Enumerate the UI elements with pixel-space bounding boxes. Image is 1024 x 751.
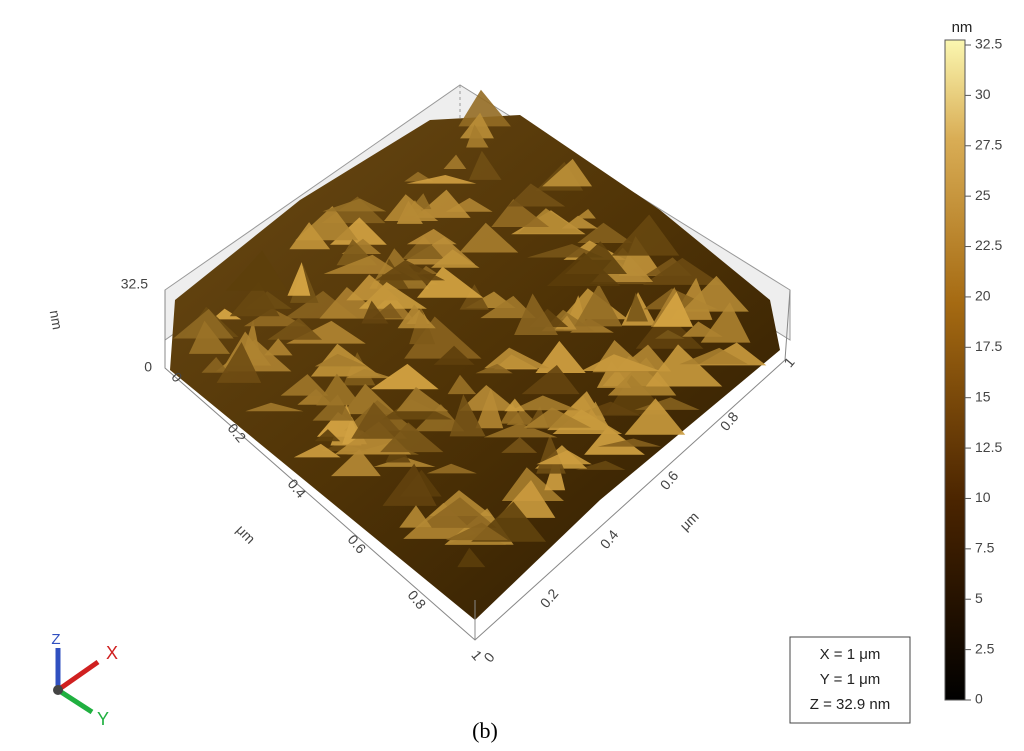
colorbar-tick-label: 25 — [975, 187, 991, 203]
colorbar-tick-label: 20 — [975, 288, 991, 304]
colorbar-unit: nm — [952, 19, 973, 36]
y-tick-label: 0.6 — [657, 467, 682, 492]
colorbar-tick-label: 12.5 — [975, 439, 1002, 455]
z-tick-label: 0 — [144, 359, 152, 375]
colorbar-tick-label: 27.5 — [975, 136, 1002, 152]
colorbar-tick-label: 0 — [975, 691, 983, 707]
colorbar-tick-label: 17.5 — [975, 338, 1002, 354]
z-tick-label: 32.5 — [121, 276, 148, 292]
x-tick-label: 0.8 — [405, 587, 430, 612]
colorbar-tick-label: 2.5 — [975, 640, 995, 656]
colorbar-tick-label: 5 — [975, 590, 983, 606]
colorbar-tick-label: 22.5 — [975, 237, 1002, 253]
y-tick-label: 0.8 — [717, 408, 742, 433]
colorbar-tick-label: 32.5 — [975, 36, 1002, 52]
orientation-z: Z — [51, 631, 60, 648]
x-axis-unit: μm — [233, 521, 258, 546]
y-tick-label: 0 — [480, 649, 497, 665]
info-line: Y = 1 μm — [820, 671, 880, 688]
orientation-y: Y — [97, 709, 109, 729]
y-axis-unit: μm — [676, 508, 701, 533]
orientation-x: X — [106, 643, 118, 663]
y-tick-label: 0.2 — [537, 585, 562, 610]
colorbar-tick-label: 15 — [975, 388, 991, 404]
caption: (b) — [472, 718, 498, 743]
colorbar-tick-label: 30 — [975, 86, 991, 102]
z-axis-unit: nm — [47, 309, 66, 331]
y-tick-label: 1 — [780, 354, 797, 370]
colorbar — [945, 40, 965, 700]
info-line: X = 1 μm — [820, 646, 881, 663]
orientation-icon — [53, 648, 98, 712]
y-tick-label: 0.4 — [597, 526, 622, 551]
figure: 32.53027.52522.52017.51512.5107.552.5032… — [0, 0, 1024, 751]
colorbar-tick-label: 7.5 — [975, 540, 995, 556]
colorbar-tick-label: 10 — [975, 489, 991, 505]
x-tick-label: 0.6 — [345, 531, 370, 556]
info-line: Z = 32.9 nm — [810, 696, 890, 713]
